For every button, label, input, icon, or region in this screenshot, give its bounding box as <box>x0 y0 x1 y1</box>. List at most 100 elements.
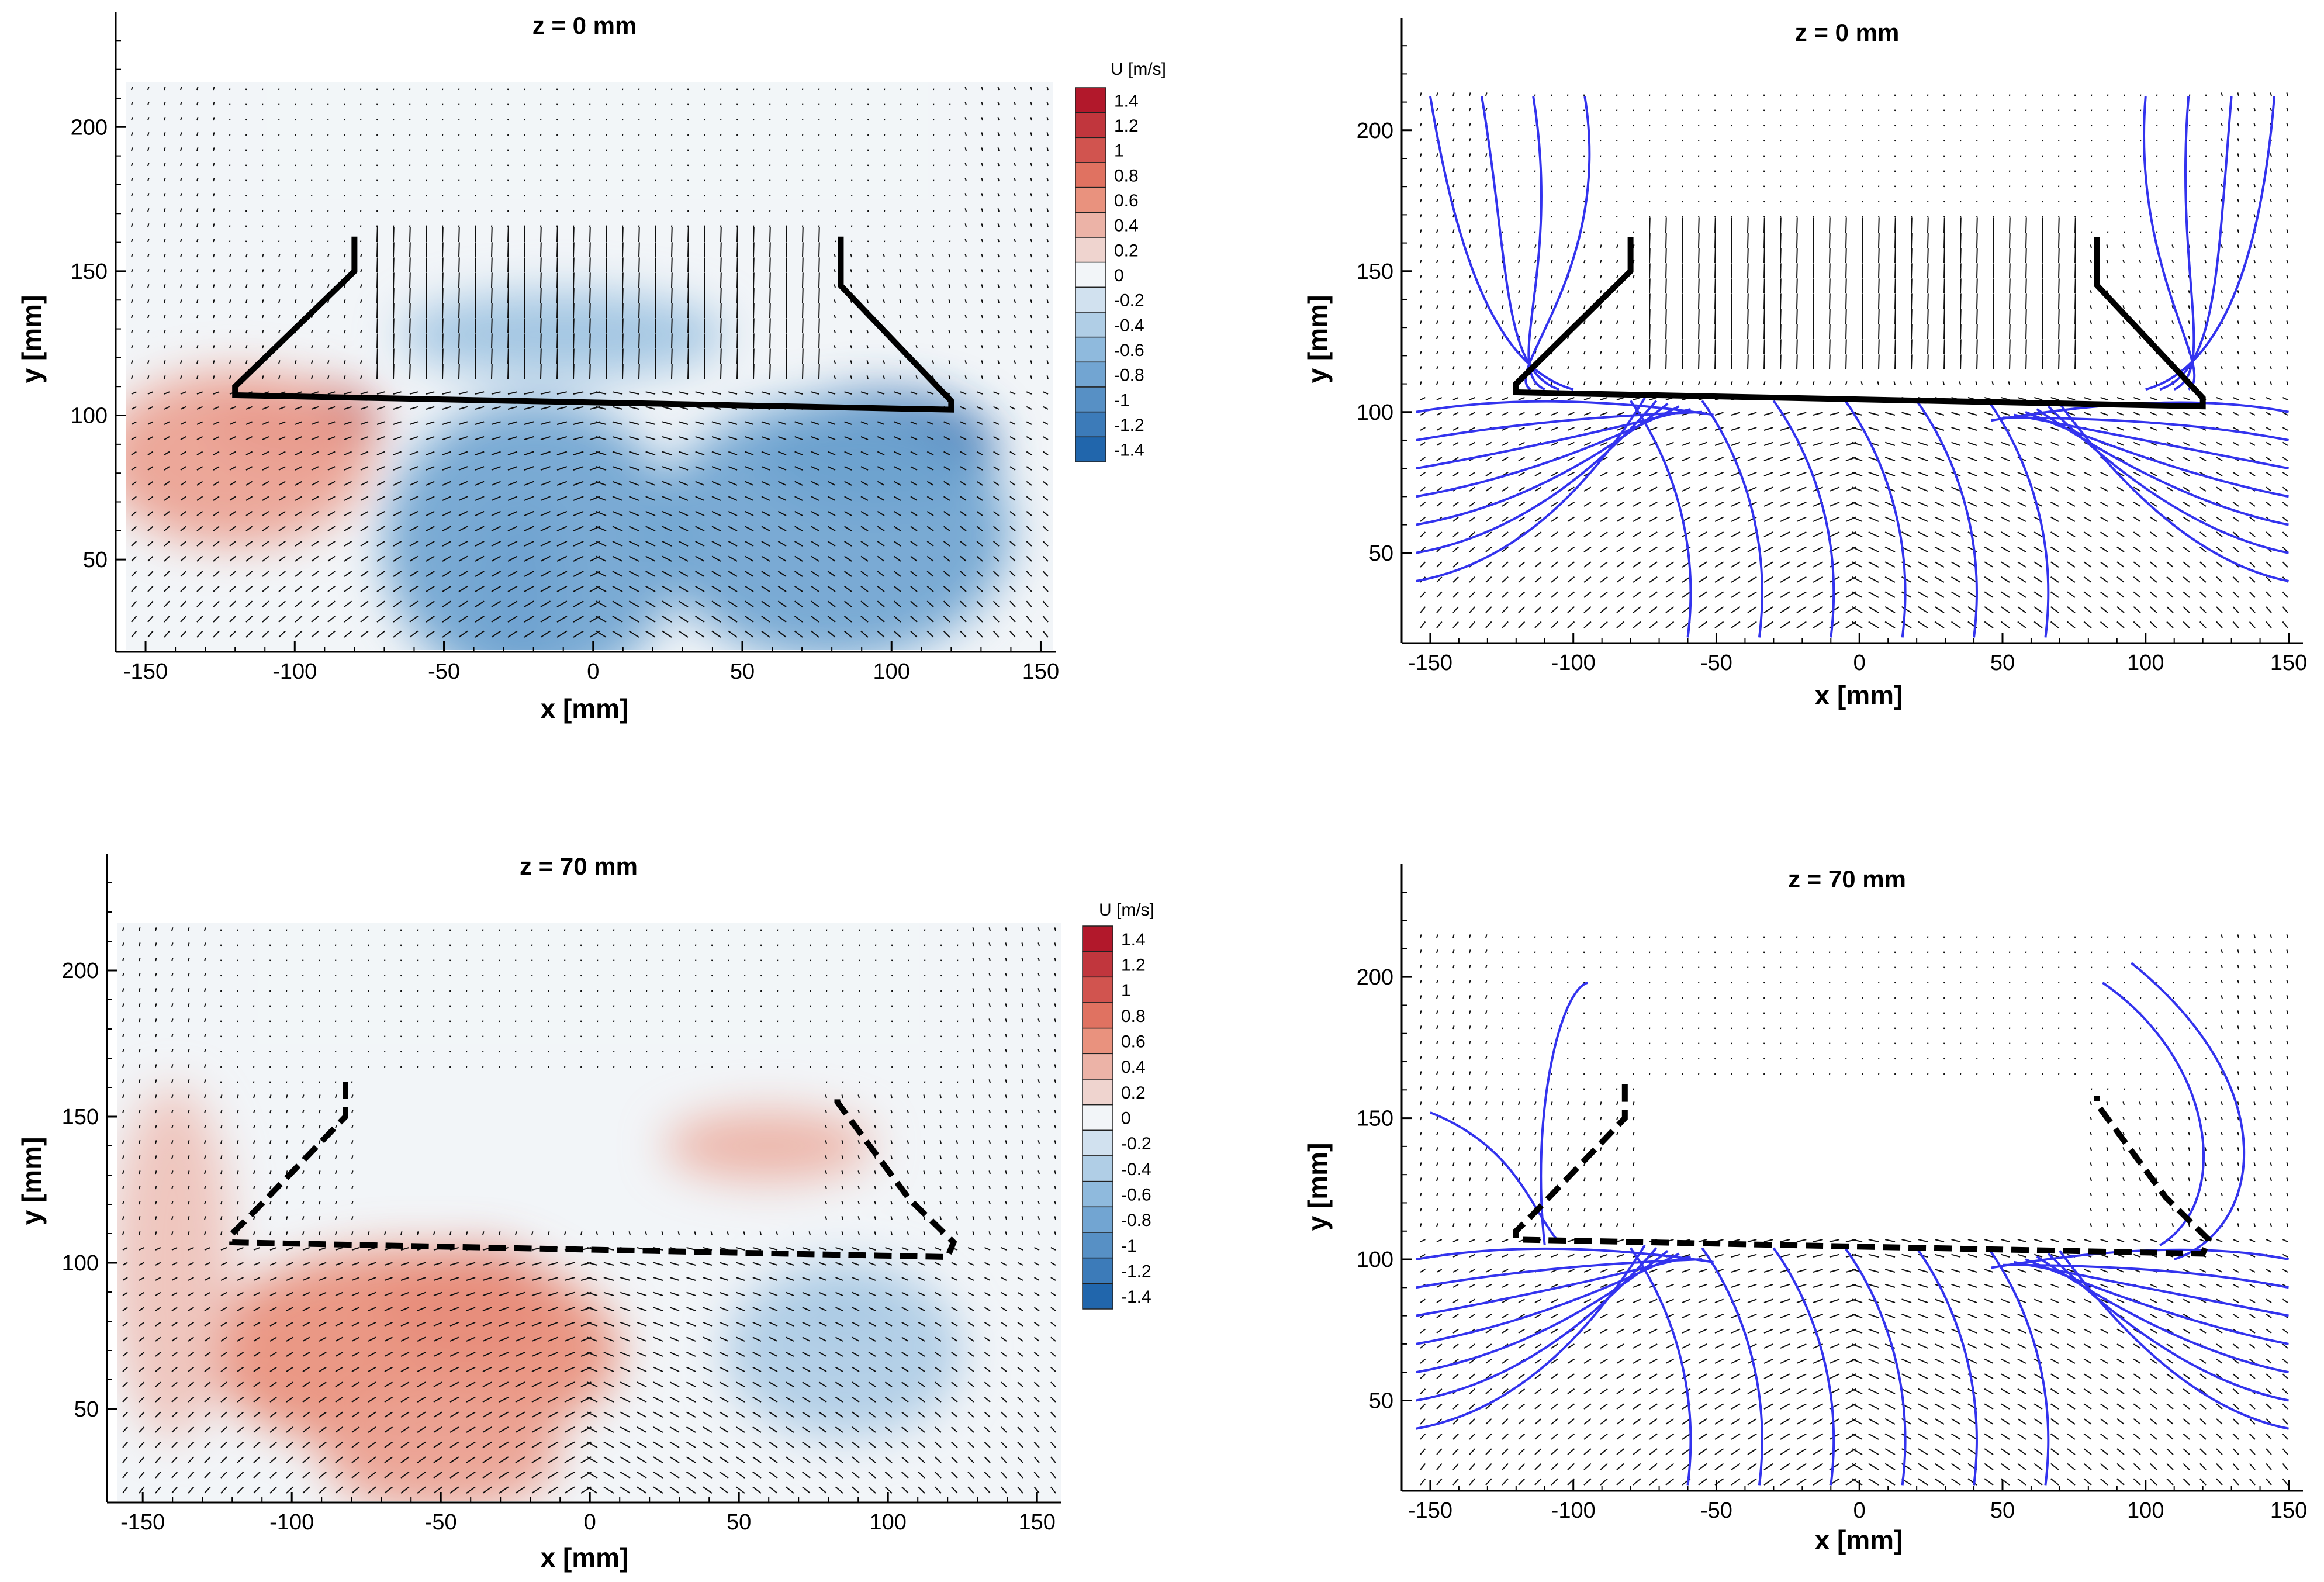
vector-arrow <box>606 318 607 334</box>
vector-arrow <box>794 466 803 471</box>
vector-arrow <box>442 585 452 592</box>
vector-arrow <box>155 958 157 962</box>
vector-arrow <box>2282 502 2288 507</box>
xtick-label: -150 <box>123 659 168 684</box>
vector-arrow <box>2188 305 2190 309</box>
vector-arrow <box>1829 381 1831 385</box>
vector-arrow <box>728 600 738 607</box>
vector-arrow <box>556 585 568 592</box>
vector-arrow <box>491 421 501 425</box>
vector-arrow <box>1747 457 1757 461</box>
vector-arrow <box>1747 621 1757 628</box>
vector-arrow <box>180 315 182 319</box>
vector-arrow <box>327 526 336 531</box>
vector-arrow <box>2183 486 2190 492</box>
vector-arrow <box>2001 576 2010 583</box>
vector-arrow <box>1038 1110 1040 1114</box>
vector-arrow <box>245 600 253 607</box>
vector-arrow <box>1951 516 1961 522</box>
vector-arrow <box>1763 381 1766 385</box>
vector-arrow <box>376 257 378 273</box>
vector-arrow <box>2017 576 2026 583</box>
vector-arrow <box>139 1094 141 1099</box>
vector-arrow <box>2171 260 2174 264</box>
vector-arrow <box>745 585 754 592</box>
vector-arrow <box>2266 427 2272 431</box>
vector-arrow <box>761 510 770 516</box>
vector-arrow <box>311 299 313 303</box>
vector-arrow <box>295 630 303 638</box>
vector-arrow <box>2282 561 2288 568</box>
vector-arrow <box>687 242 689 258</box>
vector-arrow <box>2282 412 2288 416</box>
vector-arrow <box>213 239 215 243</box>
vector-arrow <box>960 451 967 455</box>
vector-arrow <box>1951 486 1961 492</box>
vector-arrow <box>1469 275 1471 279</box>
vector-arrow <box>704 303 706 319</box>
vector-arrow <box>2253 184 2256 188</box>
vector-arrow <box>351 1094 354 1099</box>
vector-arrow <box>2282 591 2288 598</box>
vector-arrow <box>442 391 451 395</box>
vector-arrow <box>883 299 885 303</box>
vector-arrow <box>507 318 509 334</box>
vector-arrow <box>988 1064 991 1068</box>
vector-arrow <box>1951 546 1961 552</box>
vector-arrow <box>1030 132 1032 136</box>
vector-arrow <box>147 571 154 577</box>
vector-arrow <box>426 600 435 607</box>
vector-arrow <box>171 958 174 962</box>
vector-arrow <box>1452 214 1455 218</box>
vector-arrow <box>655 303 656 319</box>
vector-arrow <box>915 315 918 319</box>
vector-arrow <box>728 391 738 395</box>
vector-arrow <box>1420 412 1426 416</box>
vector-arrow <box>213 102 215 106</box>
vector-arrow <box>155 1110 157 1114</box>
vector-arrow <box>622 242 624 258</box>
vector-arrow <box>662 466 672 471</box>
vector-arrow <box>1763 546 1774 552</box>
streamline-left-6 <box>1416 400 1714 416</box>
vector-arrow <box>1894 278 1896 294</box>
vector-arrow <box>1009 511 1016 516</box>
vector-arrow <box>278 375 281 379</box>
vector-arrow <box>147 315 150 319</box>
vector-arrow <box>524 451 534 455</box>
vector-arrow <box>1518 275 1520 279</box>
vector-arrow <box>2286 244 2288 248</box>
vector-arrow <box>2237 260 2239 264</box>
vector-arrow <box>678 616 689 623</box>
vector-arrow <box>1616 531 1625 537</box>
vector-arrow <box>171 1064 174 1068</box>
vector-arrow <box>409 555 419 562</box>
vector-arrow <box>932 269 934 273</box>
vector-arrow <box>2166 576 2174 583</box>
vector-arrow <box>981 315 983 319</box>
vector-arrow <box>556 348 558 364</box>
vector-arrow <box>1485 275 1488 279</box>
vector-arrow <box>1714 441 1724 446</box>
vector-arrow <box>196 299 199 303</box>
vector-arrow <box>1763 278 1765 294</box>
vector-arrow <box>1698 576 1707 583</box>
vector-arrow <box>629 406 639 410</box>
vector-arrow <box>1014 132 1016 136</box>
vector-arrow <box>894 421 901 425</box>
vector-arrow <box>1046 299 1049 303</box>
vector-arrow <box>262 375 264 379</box>
vector-arrow <box>850 330 852 334</box>
vector-arrow <box>344 299 346 303</box>
vector-arrow <box>1054 1018 1056 1023</box>
vector-arrow <box>1042 541 1049 547</box>
vector-arrow <box>556 333 558 349</box>
vector-arrow <box>491 555 502 562</box>
vector-arrow <box>2282 621 2288 628</box>
vector-arrow <box>2286 366 2288 370</box>
vector-arrow <box>1616 502 1625 507</box>
vector-arrow <box>997 269 1000 273</box>
vector-arrow <box>844 391 852 395</box>
vector-arrow <box>2249 561 2256 568</box>
vector-arrow <box>981 360 983 364</box>
